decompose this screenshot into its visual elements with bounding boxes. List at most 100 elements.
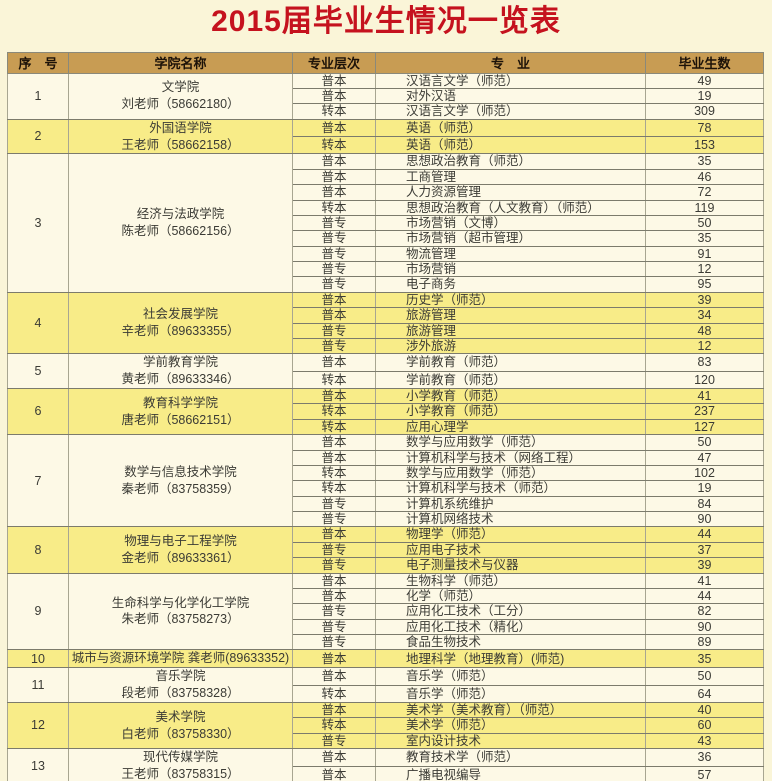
group-no-cell: 9 [7, 572, 69, 651]
college-cell: 数学与信息技术学院 秦老师（83758359） [68, 434, 293, 528]
major-cell: 汉语言文学（师范） [375, 72, 646, 89]
table-row: 普专 市场营销 12 [8, 260, 764, 278]
header-row: 序 号 学院名称 专业层次 专 业 毕业生数 [7, 51, 764, 74]
major-cell: 计算机系统维护 [375, 495, 646, 513]
table-row: 普专 计算机系统维护 84 [8, 495, 764, 513]
count-cell: 127 [645, 418, 764, 436]
major-cell: 工商管理 [375, 168, 646, 186]
major-cell: 思想政治教育（人文教育）（师范） [375, 199, 646, 216]
header-major-level: 专业层次 [292, 51, 376, 74]
count-cell: 91 [645, 245, 764, 263]
table-row: 普专 食品生物技术 89 [8, 633, 764, 651]
table-row: 8 物理与电子工程学院 金老师（89633361） 普本 物理学（师范） 44 [7, 526, 764, 574]
major-cell: 美术学（师范） [375, 717, 646, 734]
level-cell: 普专 [292, 214, 376, 232]
count-cell: 43 [645, 732, 764, 750]
level-cell: 普本 [292, 748, 376, 767]
table-row: 6 教育科学学院 唐老师（58662151） 普本 小学教育（师范） 41 [7, 387, 764, 436]
major-cell: 应用化工技术（工分） [375, 603, 646, 620]
count-cell: 102 [645, 464, 764, 482]
major-cell: 音乐学（师范） [375, 684, 646, 704]
level-cell: 普专 [292, 230, 376, 247]
level-cell: 普专 [292, 337, 376, 355]
count-cell: 237 [645, 403, 764, 420]
count-cell: 72 [645, 184, 764, 201]
table-row: 13 现代传媒学院 王老师（83758315） 普本 教育技术学（师范） 36 [7, 748, 764, 781]
major-cell: 音乐学（师范） [375, 667, 646, 686]
major-cell: 汉语言文学（师范） [375, 103, 646, 120]
major-cell: 历史学（师范） [375, 291, 646, 309]
major-cell: 生物科学（师范） [375, 572, 646, 589]
count-cell: 39 [645, 557, 764, 574]
level-cell: 普本 [292, 701, 376, 719]
major-cell: 英语（师范） [375, 118, 646, 138]
level-cell: 普本 [292, 587, 376, 605]
major-cell: 物流管理 [375, 245, 646, 263]
major-cell: 学前教育（师范） [375, 370, 646, 390]
level-cell: 普专 [292, 245, 376, 263]
major-cell: 教育技术学（师范） [375, 748, 646, 767]
major-cell: 美术学（美术教育）（师范） [375, 701, 646, 719]
level-cell: 普本 [292, 307, 376, 324]
college-cell: 现代传媒学院 王老师（83758315） [68, 748, 293, 781]
table-row: 普本 化学（师范） 44 [8, 587, 764, 605]
level-cell: 普本 [292, 387, 376, 405]
college-cell: 外国语学院 王老师（58662158） [68, 118, 293, 155]
count-cell: 44 [645, 526, 764, 543]
major-cell: 市场营销（超市管理） [375, 230, 646, 247]
table-body: 1 文学院 刘老师（58662180） 普本 汉语言文学（师范） 49 普本 对外汉语 19 转… [7, 72, 764, 781]
major-cell: 人力资源管理 [375, 184, 646, 201]
table-row: 普本 旅游管理 34 [8, 307, 764, 324]
table-row: 普专 应用化工技术（工分） 82 [8, 603, 764, 620]
college-cell: 学前教育学院 黄老师（89633346） [68, 353, 293, 389]
major-cell: 应用心理学 [375, 418, 646, 436]
major-cell: 市场营销 [375, 260, 646, 278]
count-cell: 12 [645, 260, 764, 278]
table-row: 转本 音乐学（师范） 64 [8, 684, 764, 704]
table-row: 普专 涉外旅游 12 [8, 337, 764, 355]
group-no-cell: 11 [7, 667, 69, 703]
college-cell: 美术学院 白老师（83758330） [68, 701, 293, 750]
table-row: 11 音乐学院 段老师（83758328） 普本 音乐学（师范） 50 [7, 667, 764, 703]
count-cell: 83 [645, 353, 764, 372]
table-row: 转本 思想政治教育（人文教育）（师范） 119 [8, 199, 764, 216]
major-cell: 英语（师范） [375, 135, 646, 155]
major-cell: 计算机科学与技术（网络工程） [375, 449, 646, 466]
level-cell: 普专 [292, 322, 376, 339]
table-row: 转本 应用心理学 127 [8, 418, 764, 436]
group-no-cell: 10 [7, 649, 69, 669]
count-cell: 19 [645, 480, 764, 497]
count-cell: 95 [645, 276, 764, 293]
table-header: 序 号 学院名称 专业层次 专 业 毕业生数 [7, 51, 764, 74]
major-cell: 电子商务 [375, 276, 646, 293]
level-cell: 普专 [292, 732, 376, 750]
group-no-cell: 6 [7, 387, 69, 436]
count-cell: 50 [645, 434, 764, 451]
table-row: 普本 广播电视编导 57 [8, 765, 764, 781]
major-cell: 应用化工技术（精化） [375, 618, 646, 636]
level-cell: 转本 [292, 370, 376, 390]
count-cell: 34 [645, 307, 764, 324]
table-row: 转本 计算机科学与技术（师范） 19 [8, 480, 764, 497]
table-row: 普专 应用化工技术（精化） 90 [8, 618, 764, 636]
count-cell: 35 [645, 649, 764, 669]
group-no-cell: 13 [7, 748, 69, 781]
count-cell: 44 [645, 587, 764, 605]
level-cell: 普专 [292, 495, 376, 513]
level-cell: 普专 [292, 260, 376, 278]
count-cell: 90 [645, 618, 764, 636]
table-row: 普专 电子测量技术与仪器 39 [8, 557, 764, 574]
table-row: 普专 旅游管理 48 [8, 322, 764, 339]
level-cell: 普本 [292, 87, 376, 105]
table-row: 转本 数学与应用数学（师范） 102 [8, 464, 764, 482]
count-cell: 60 [645, 717, 764, 734]
major-cell: 广播电视编导 [375, 765, 646, 781]
major-cell: 旅游管理 [375, 307, 646, 324]
table-row: 12 美术学院 白老师（83758330） 普本 美术学（美术教育）（师范） 40 [7, 701, 764, 750]
group-no-cell: 7 [7, 434, 69, 528]
table-row: 普专 物流管理 91 [8, 245, 764, 263]
major-cell: 室内设计技术 [375, 732, 646, 750]
major-cell: 旅游管理 [375, 322, 646, 339]
level-cell: 普本 [292, 449, 376, 466]
table-row: 10 城市与资源环境学院 龚老师(89633352) 普本 地理科学（地理教育）(师范… [7, 649, 764, 669]
